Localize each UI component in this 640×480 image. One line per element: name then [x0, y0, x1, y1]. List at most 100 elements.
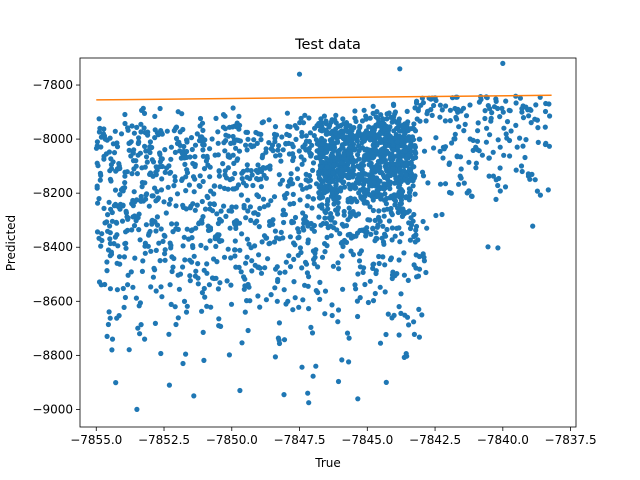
scatter-point [104, 219, 110, 225]
scatter-point [373, 147, 379, 153]
scatter-point [134, 124, 140, 130]
scatter-point [452, 131, 458, 137]
scatter-point [225, 246, 231, 252]
scatter-point [391, 102, 397, 108]
scatter-point [485, 244, 491, 250]
scatter-point [469, 193, 475, 199]
scatter-point [189, 259, 195, 265]
scatter-point [199, 198, 205, 205]
scatter-point [255, 177, 261, 183]
scatter-point [310, 196, 316, 202]
scatter-point [96, 196, 102, 202]
scatter-point [170, 264, 176, 270]
scatter-point [316, 214, 322, 220]
scatter-point [370, 298, 377, 304]
scatter-point [173, 203, 179, 209]
scatter-point [169, 221, 175, 227]
scatter-point [330, 186, 336, 192]
scatter-point [328, 223, 334, 229]
scatter-point [258, 137, 264, 143]
scatter-point [315, 264, 321, 270]
scatter-point [411, 319, 417, 325]
scatter-point [243, 260, 249, 266]
scatter-point [382, 136, 388, 142]
scatter-point [341, 121, 347, 127]
scatter-point [303, 147, 309, 153]
scatter-point [365, 299, 371, 306]
scatter-point [197, 173, 203, 179]
scatter-point [295, 175, 301, 182]
scatter-point [138, 121, 144, 127]
scatter-point [310, 160, 317, 166]
scatter-point [316, 203, 323, 209]
scatter-point [407, 225, 414, 232]
scatter-point [192, 207, 198, 213]
scatter-point [332, 220, 338, 226]
scatter-point [399, 189, 405, 195]
scatter-point [158, 156, 164, 162]
scatter-point [196, 138, 203, 144]
scatter-point [356, 258, 363, 264]
scatter-point [276, 143, 282, 149]
scatter-point [313, 181, 320, 187]
scatter-point [370, 262, 376, 268]
scatter-point [542, 124, 548, 130]
scatter-point [356, 156, 362, 162]
scatter-point [382, 141, 388, 148]
scatter-point [344, 140, 350, 146]
scatter-point [123, 245, 129, 251]
scatter-point [212, 152, 218, 158]
scatter-point [495, 245, 501, 251]
scatter-point [201, 285, 207, 292]
scatter-point [322, 215, 328, 221]
scatter-point [339, 357, 345, 363]
scatter-point [316, 190, 322, 196]
scatter-point [168, 242, 174, 249]
scatter-point [389, 272, 396, 278]
scatter-point [504, 135, 510, 141]
scatter-point [365, 187, 371, 193]
scatter-point [406, 186, 412, 192]
scatter-point [263, 175, 269, 181]
chart-title: Test data [294, 37, 361, 53]
scatter-point [173, 321, 179, 328]
scatter-point [383, 331, 389, 338]
scatter-point [262, 265, 268, 271]
scatter-point [172, 178, 178, 184]
scatter-point [310, 373, 316, 379]
fit-line-layer [96, 94, 552, 101]
scatter-point [397, 66, 403, 72]
scatter-point [447, 107, 453, 113]
scatter-point [456, 181, 462, 187]
scatter-point [290, 144, 296, 150]
y-tick-label: −8600 [32, 294, 73, 308]
scatter-point [98, 134, 104, 140]
y-axis-title: Predicted [4, 215, 18, 271]
scatter-point [167, 282, 173, 288]
scatter-point [355, 271, 361, 277]
scatter-point [437, 181, 444, 187]
scatter-point [306, 138, 312, 145]
scatter-point [276, 320, 282, 326]
scatter-point [318, 116, 324, 122]
scatter-point [401, 354, 407, 360]
scatter-point [182, 161, 188, 167]
scatter-point [221, 140, 227, 146]
scatter-point [239, 176, 245, 182]
scatter-point [381, 213, 387, 219]
scatter-point [232, 238, 238, 244]
scatter-point [324, 234, 330, 240]
scatter-point [398, 310, 404, 316]
scatter-point [398, 197, 404, 203]
scatter-point [406, 220, 412, 226]
scatter-point [208, 304, 214, 310]
scatter-point [343, 223, 350, 229]
scatter-point [508, 128, 514, 134]
scatter-point [396, 119, 402, 125]
scatter-point [130, 214, 136, 220]
scatter-point [395, 144, 401, 150]
scatter-point [298, 115, 304, 121]
scatter-point [389, 237, 395, 243]
scatter-point [339, 253, 345, 259]
scatter-point [392, 135, 398, 141]
